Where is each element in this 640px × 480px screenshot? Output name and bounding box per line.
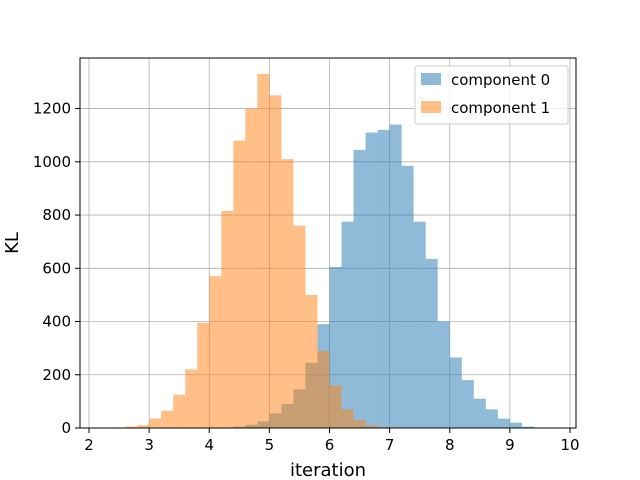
x-tick-label: 9 bbox=[505, 436, 515, 454]
legend-swatch-component-1 bbox=[421, 101, 441, 113]
histogram-bar bbox=[161, 410, 174, 428]
histogram-bar bbox=[353, 420, 366, 428]
y-axis-label: KL bbox=[2, 232, 23, 254]
legend-label-component-1: component 1 bbox=[451, 99, 550, 117]
histogram-bar bbox=[173, 394, 186, 428]
histogram-bar bbox=[305, 294, 318, 428]
histogram-bar bbox=[341, 409, 354, 428]
legend-frame bbox=[414, 65, 569, 125]
y-tick-label: 400 bbox=[42, 313, 71, 331]
histogram-bar bbox=[365, 132, 378, 428]
legend-swatch-component-0 bbox=[421, 73, 441, 85]
histogram-bar bbox=[137, 425, 150, 428]
histogram-bar bbox=[353, 149, 366, 428]
y-axis-ticks: 0 200 400 600 800 1000 1200 bbox=[33, 100, 80, 437]
x-tick-label: 3 bbox=[144, 436, 154, 454]
histogram-bar bbox=[425, 258, 438, 428]
histogram-bar bbox=[281, 159, 294, 429]
y-tick-label: 1000 bbox=[33, 153, 71, 171]
y-tick-label: 1200 bbox=[33, 100, 71, 118]
histogram-bar bbox=[365, 425, 378, 428]
histogram-bar bbox=[293, 225, 306, 428]
histogram-bar bbox=[437, 321, 450, 428]
histogram-bar bbox=[521, 426, 534, 428]
histogram-bar bbox=[461, 380, 474, 428]
x-tick-label: 4 bbox=[204, 436, 214, 454]
histogram-bar bbox=[449, 357, 462, 428]
histogram-bar bbox=[185, 369, 198, 428]
x-axis-ticks: 2 3 4 5 6 7 8 9 10 bbox=[84, 428, 580, 454]
histogram-bar bbox=[377, 129, 390, 429]
y-tick-label: 600 bbox=[42, 259, 71, 277]
histogram-bar bbox=[149, 418, 162, 428]
histogram-bar bbox=[389, 124, 402, 429]
legend: component 0 component 1 bbox=[414, 65, 569, 125]
histogram-bar bbox=[197, 322, 210, 428]
histogram-bar bbox=[257, 73, 270, 428]
histogram-bar bbox=[341, 221, 354, 428]
histogram-bar bbox=[269, 95, 282, 429]
y-tick-label: 800 bbox=[42, 206, 71, 224]
x-tick-label: 8 bbox=[445, 436, 455, 454]
x-tick-label: 6 bbox=[325, 436, 335, 454]
histogram-bar bbox=[497, 418, 510, 428]
legend-label-component-0: component 0 bbox=[451, 71, 550, 89]
y-tick-label: 0 bbox=[61, 419, 71, 437]
y-tick-label: 200 bbox=[42, 366, 71, 384]
histogram-bar bbox=[233, 140, 246, 428]
x-tick-label: 5 bbox=[265, 436, 275, 454]
histogram-bar bbox=[209, 276, 222, 428]
plot-frame bbox=[79, 57, 577, 429]
histogram-bar bbox=[413, 221, 426, 428]
histogram-bar bbox=[317, 350, 330, 428]
histogram-bar bbox=[221, 211, 234, 428]
histogram-bar bbox=[509, 422, 522, 428]
histogram-bar bbox=[245, 108, 258, 429]
x-tick-label: 2 bbox=[84, 436, 94, 454]
histogram-bar bbox=[401, 165, 414, 428]
histogram-bar bbox=[485, 409, 498, 428]
bars-group bbox=[113, 73, 534, 429]
histogram-bar bbox=[125, 426, 138, 428]
histogram-bar bbox=[329, 385, 342, 428]
histogram-bar bbox=[473, 398, 486, 428]
x-tick-label: 7 bbox=[385, 436, 395, 454]
x-axis-label: iteration bbox=[290, 460, 366, 480]
x-tick-label: 10 bbox=[560, 436, 579, 454]
